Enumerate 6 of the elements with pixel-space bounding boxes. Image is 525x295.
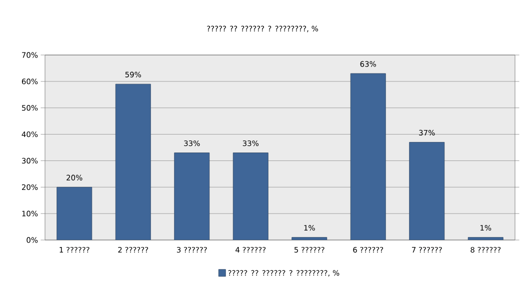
bar	[56, 186, 92, 240]
bar	[174, 152, 210, 240]
bar	[409, 142, 445, 240]
bar	[115, 84, 151, 240]
bar	[350, 73, 386, 240]
bar	[232, 152, 268, 240]
